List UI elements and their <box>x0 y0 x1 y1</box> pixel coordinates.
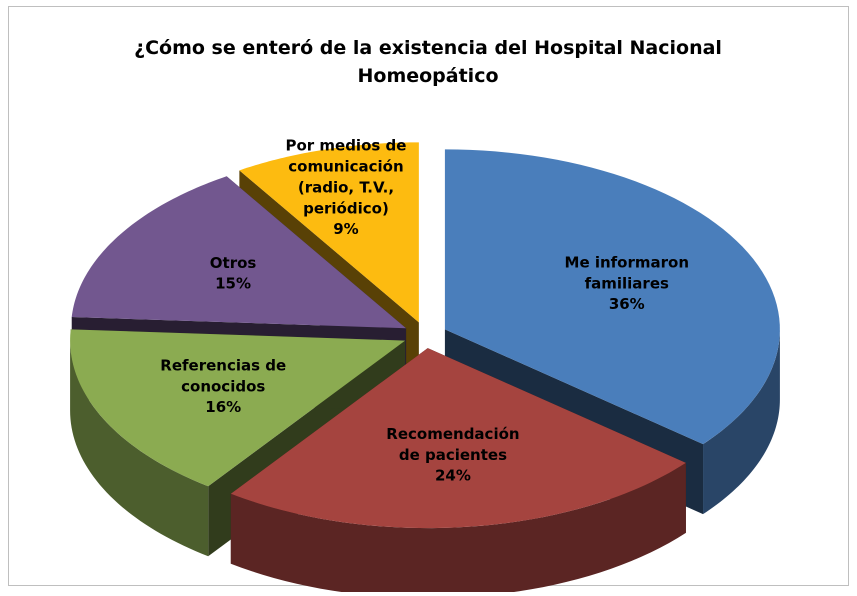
slice-value-label: 36% <box>609 295 645 313</box>
slice-top <box>70 329 406 487</box>
slice-side <box>70 340 209 557</box>
slice-top <box>230 348 686 529</box>
slice-value-label: 24% <box>435 467 471 485</box>
slice-top <box>239 142 419 323</box>
slice-top <box>444 149 780 445</box>
slice <box>230 348 686 596</box>
slice-label: Por medios de comunicación (radio, T.V., pe… <box>285 136 406 217</box>
chart-title: ¿Cómo se enteró de la existencia del Hos… <box>134 37 722 87</box>
slice-side <box>230 462 686 596</box>
slice-label: Referencias de conocidos <box>160 356 286 395</box>
pie <box>70 142 780 596</box>
slice-label: Otros <box>210 253 257 271</box>
slice-label: Recomendación de pacientes <box>386 425 519 464</box>
slice-side <box>703 329 780 515</box>
slice-value-label: 16% <box>205 398 241 416</box>
slice-label: Me informaron familiares <box>565 253 690 292</box>
slice-top <box>71 176 407 329</box>
slice-value-label: 9% <box>333 220 358 238</box>
slice-value-label: 15% <box>215 274 251 292</box>
